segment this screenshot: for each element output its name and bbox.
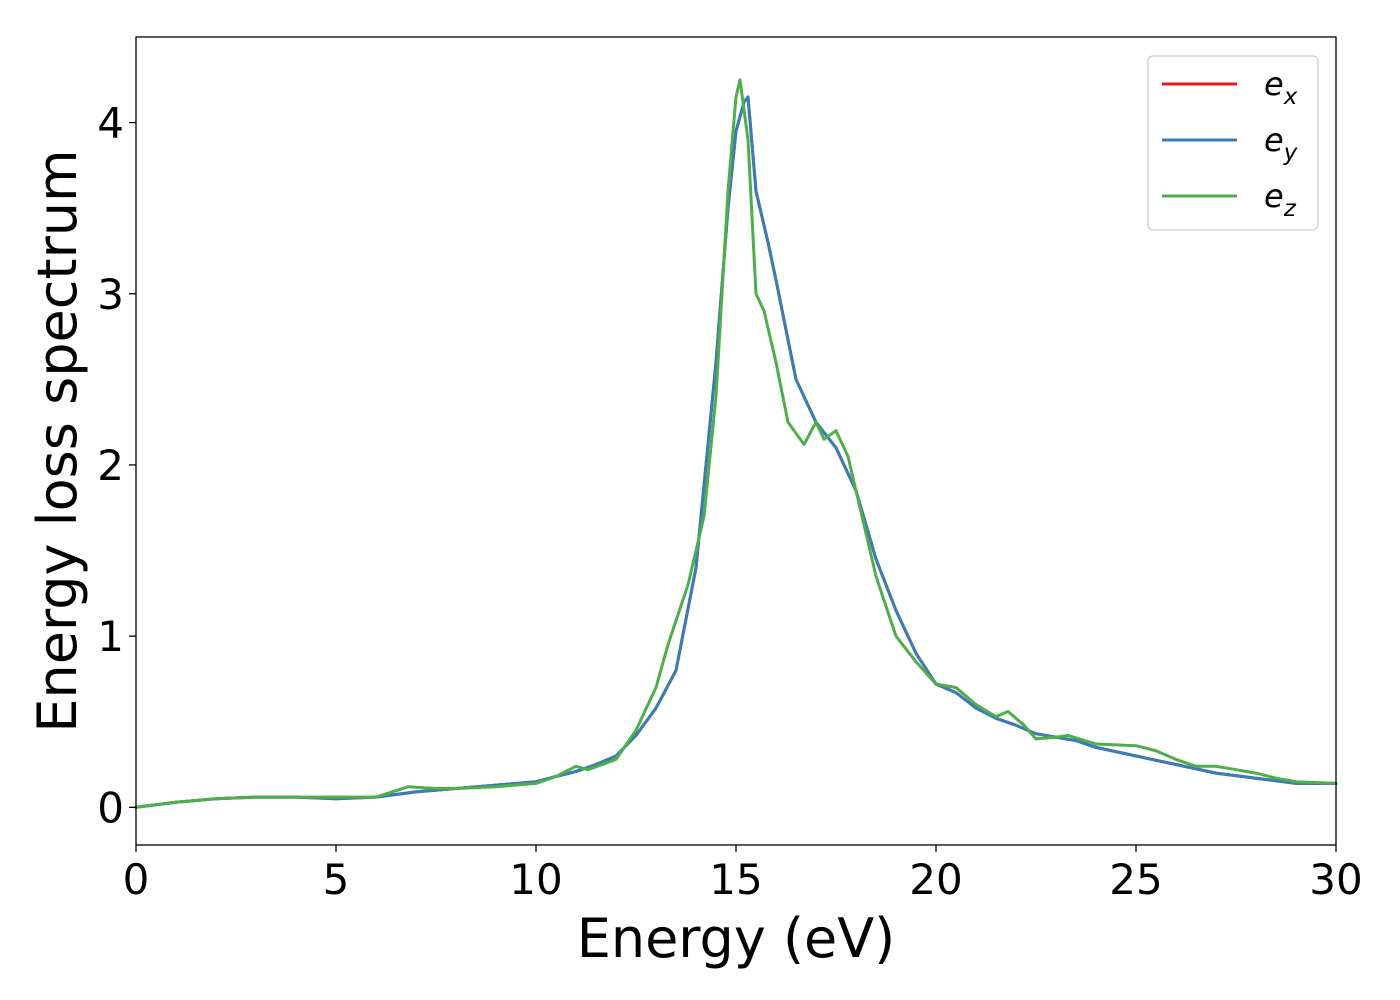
- x-tick-label: 10: [509, 855, 562, 904]
- series-lines: [134, 78, 1338, 809]
- legend-label-x: ex: [1264, 65, 1298, 110]
- y-tick-label: 0: [97, 783, 124, 832]
- y-axis-title: Energy loss spectrum: [26, 149, 89, 732]
- series-line-e-z: [134, 78, 1338, 809]
- x-tick-label: 0: [123, 855, 150, 904]
- x-axis-title: Energy (eV): [577, 907, 896, 970]
- x-tick-label: 25: [1109, 855, 1162, 904]
- legend: ex ey ez: [1147, 55, 1319, 231]
- legend-box: [1147, 55, 1319, 231]
- y-tick-label: 2: [97, 441, 124, 490]
- y-axis-ticks: 0 1 2 3 4: [97, 99, 136, 832]
- legend-label-z: ez: [1264, 177, 1297, 222]
- x-axis-ticks: 0 5 10 15 20 25 30: [123, 845, 1363, 904]
- y-tick-label: 1: [97, 612, 124, 661]
- y-tick-label: 3: [97, 270, 124, 319]
- legend-label-y: ey: [1264, 121, 1298, 166]
- x-tick-label: 5: [323, 855, 350, 904]
- y-tick-label: 4: [97, 99, 124, 148]
- x-tick-label: 30: [1309, 855, 1362, 904]
- x-tick-label: 20: [909, 855, 962, 904]
- x-tick-label: 15: [709, 855, 762, 904]
